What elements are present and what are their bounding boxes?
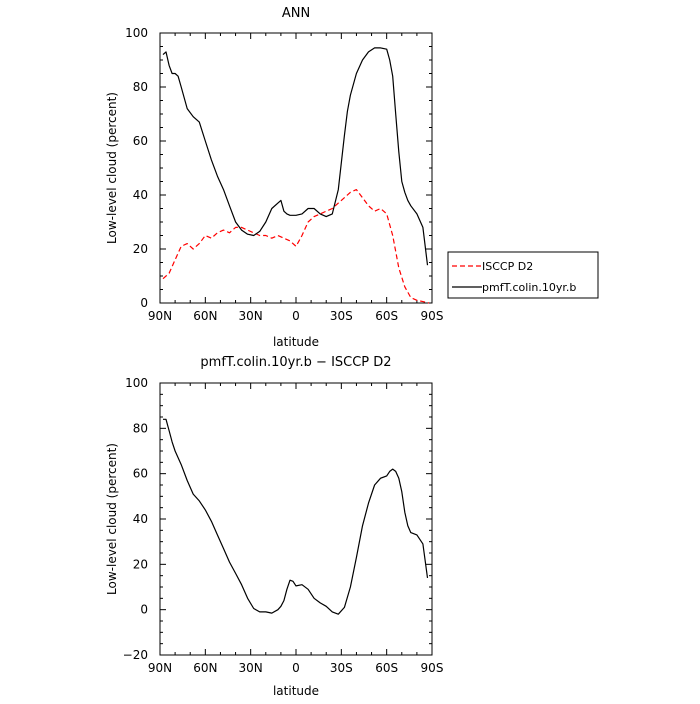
panel-difference: 90N 60N 30N 0 30S 60S 90S −20 0 20 40 60 80 100 pmfT…	[105, 355, 443, 698]
series-line-isccp-d2	[162, 189, 430, 304]
y-axis-label: Low-level cloud (percent)	[105, 443, 119, 595]
y-tick-label: 20	[133, 557, 148, 571]
x-tick-label: 60N	[193, 309, 217, 323]
x-ticks: 90N 60N 30N 0 30S 60S 90S	[148, 33, 444, 323]
x-ticks: 90N 60N 30N 0 30S 60S 90S	[148, 383, 444, 675]
chart-title: ANN	[282, 6, 310, 21]
chart-title: pmfT.colin.10yr.b − ISCCP D2	[200, 355, 391, 370]
x-tick-label: 90N	[148, 661, 172, 675]
x-tick-label: 60N	[193, 661, 217, 675]
legend-label-pmft: pmfT.colin.10yr.b	[482, 281, 576, 294]
series-group	[163, 418, 429, 615]
legend: ISCCP D2 pmfT.colin.10yr.b	[447, 251, 599, 299]
y-tick-label: 60	[133, 467, 148, 481]
y-tick-label: 40	[133, 188, 148, 202]
x-tick-label: 0	[292, 661, 300, 675]
y-tick-label: 20	[133, 242, 148, 256]
y-tick-label: 40	[133, 512, 148, 526]
y-tick-label: 80	[133, 80, 148, 94]
y-tick-label: 0	[140, 296, 148, 310]
x-tick-label: 60S	[375, 309, 398, 323]
legend-box	[447, 251, 599, 299]
series-line-difference	[163, 418, 429, 615]
legend-label-isccp: ISCCP D2	[482, 260, 533, 273]
y-axis-label: Low-level cloud (percent)	[105, 92, 119, 244]
y-tick-label: 0	[140, 603, 148, 617]
x-tick-label: 30S	[330, 309, 353, 323]
y-tick-label: 100	[125, 376, 148, 390]
x-tick-label: 30N	[239, 309, 263, 323]
x-tick-label: 90S	[421, 661, 444, 675]
series-group	[162, 47, 430, 304]
x-axis-label: latitude	[273, 335, 319, 349]
series-line-pmft-colin-10yr-b	[162, 47, 429, 266]
x-tick-label: 0	[292, 309, 300, 323]
x-tick-label: 30S	[330, 661, 353, 675]
y-tick-label: 60	[133, 134, 148, 148]
y-tick-label: 80	[133, 421, 148, 435]
x-tick-label: 90N	[148, 309, 172, 323]
y-tick-label: 100	[125, 26, 148, 40]
y-ticks: 0 20 40 60 80 100	[125, 26, 432, 310]
y-tick-label: −20	[123, 648, 148, 662]
x-axis-label: latitude	[273, 684, 319, 698]
x-tick-label: 60S	[375, 661, 398, 675]
x-tick-label: 30N	[239, 661, 263, 675]
x-tick-label: 90S	[421, 309, 444, 323]
y-ticks: −20 0 20 40 60 80 100	[123, 376, 432, 662]
panel-annual-cloud: 90N 60N 30N 0 30S 60S 90S 0 20 40 60 80 100 ANN lat…	[105, 6, 443, 349]
